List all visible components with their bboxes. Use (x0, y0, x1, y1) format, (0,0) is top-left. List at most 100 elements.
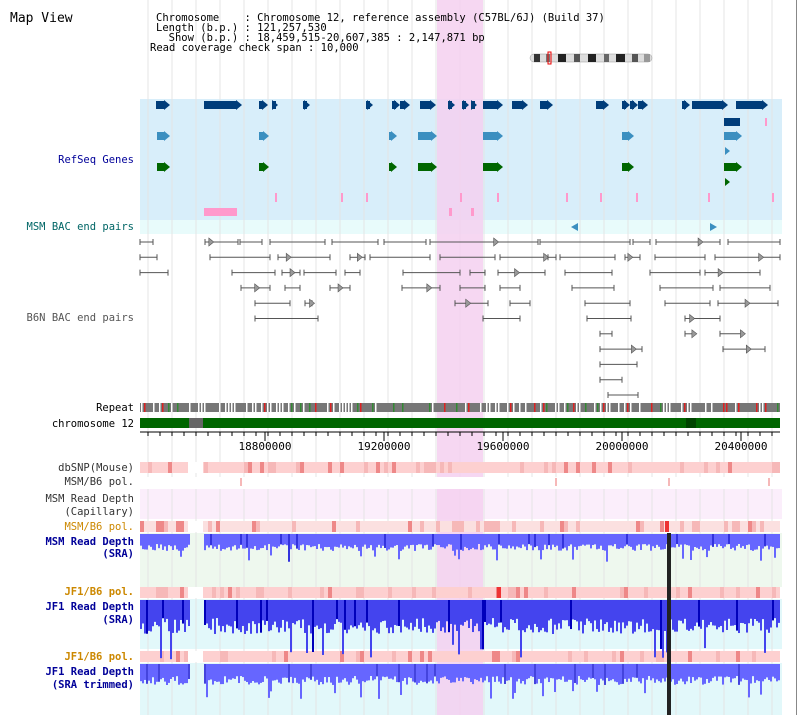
strip-cell (544, 587, 548, 598)
depth-bar (586, 534, 588, 545)
depth-bar (514, 664, 516, 693)
depth-bar (170, 600, 172, 660)
depth-bar (608, 600, 610, 632)
repeat-mark (219, 403, 221, 412)
strip-cell (428, 462, 432, 473)
frame-right (796, 0, 797, 715)
depth-bar (678, 534, 680, 547)
gene-arrow (263, 162, 269, 172)
repeat-mark (624, 403, 626, 412)
bac-end-arrow (543, 252, 550, 262)
depth-bar (474, 534, 476, 550)
strip-cell (752, 651, 756, 662)
depth-bar (626, 600, 628, 626)
depth-bar (246, 534, 248, 548)
depth-bar (298, 600, 300, 621)
depth-bar (226, 534, 228, 548)
depth-bar (520, 534, 522, 549)
depth-bar (512, 534, 514, 547)
depth-bar (426, 600, 428, 633)
depth-bar (516, 600, 518, 619)
depth-bar (558, 534, 560, 551)
depth-bar (150, 600, 152, 632)
strip-cell (660, 521, 664, 532)
depth-bar (260, 600, 262, 633)
depth-bar (142, 600, 144, 624)
depth-bar (302, 534, 304, 545)
depth-bar (510, 534, 512, 549)
depth-bar (514, 534, 516, 550)
depth-bar (270, 534, 272, 556)
depth-bar (308, 664, 310, 679)
depth-bar (256, 534, 258, 551)
depth-bar (390, 664, 392, 679)
depth-bar (400, 534, 402, 551)
label-msm-b6-pol-1: MSM/B6 pol. (64, 476, 134, 488)
depth-bar (630, 534, 632, 547)
strip-cell (340, 651, 344, 662)
depth-bar (334, 600, 336, 624)
depth-bar (688, 664, 690, 677)
depth-bar (570, 664, 572, 680)
depth-bar (634, 600, 636, 632)
bac-end-arrow (309, 298, 316, 308)
chromosome-ideogram[interactable] (529, 51, 653, 65)
bac-end-arrow[interactable] (571, 223, 578, 231)
depth-bar (306, 600, 308, 653)
depth-bar (676, 534, 678, 545)
depth-bar (708, 664, 710, 683)
depth-bar (744, 664, 746, 680)
depth-bar (500, 600, 502, 623)
bac-end-arrow (289, 267, 296, 278)
depth-bar (758, 600, 760, 623)
depth-bar (462, 600, 464, 626)
gene-feature (622, 163, 629, 171)
depth-bar (458, 600, 460, 655)
msm-bac-track[interactable] (571, 223, 717, 231)
strip-bg (140, 477, 780, 489)
depth-bar (218, 600, 220, 626)
read-depth-tracks[interactable] (140, 534, 780, 699)
bac-end-arrow[interactable] (710, 223, 717, 231)
depth-bar (638, 664, 640, 682)
depth-bar (680, 534, 682, 545)
depth-bar (358, 664, 360, 684)
gene-arrow (684, 100, 690, 110)
depth-bar (546, 664, 548, 678)
refseq-gene-track[interactable] (156, 100, 774, 216)
depth-bar (718, 534, 720, 545)
depth-bar (326, 534, 328, 548)
depth-bar (614, 534, 616, 545)
ideogram-position-marker (547, 51, 552, 65)
depth-bar (620, 600, 622, 634)
repeat-track[interactable] (141, 403, 779, 412)
b6n-bac-track[interactable] (139, 237, 781, 398)
depth-bar (760, 600, 762, 631)
depth-bar (494, 534, 496, 550)
depth-bar (256, 600, 258, 634)
strip-cell (584, 651, 588, 662)
depth-bar (536, 534, 538, 547)
strip-cell (428, 651, 432, 662)
repeat-mark (168, 403, 170, 412)
strip-cell (364, 462, 368, 473)
depth-bar (366, 664, 368, 681)
depth-bar (308, 534, 310, 546)
depth-bar (400, 664, 402, 695)
strip-cell (748, 521, 752, 532)
depth-bar (394, 600, 396, 625)
depth-bar (430, 534, 432, 550)
depth-bar (366, 534, 368, 549)
depth-bar (576, 600, 578, 622)
polymorphism-strips[interactable] (140, 462, 780, 662)
depth-bar (638, 600, 640, 630)
depth-bar (558, 664, 560, 680)
depth-bar (456, 534, 458, 550)
strip-cell (156, 587, 160, 598)
depth-bar (276, 534, 278, 549)
depth-bar (456, 664, 458, 678)
chromosome-bar[interactable] (140, 418, 780, 428)
label-jf1-depth-sra-2: (SRA) (102, 614, 134, 626)
depth-bar (288, 600, 290, 629)
gene-arrow (497, 162, 503, 172)
